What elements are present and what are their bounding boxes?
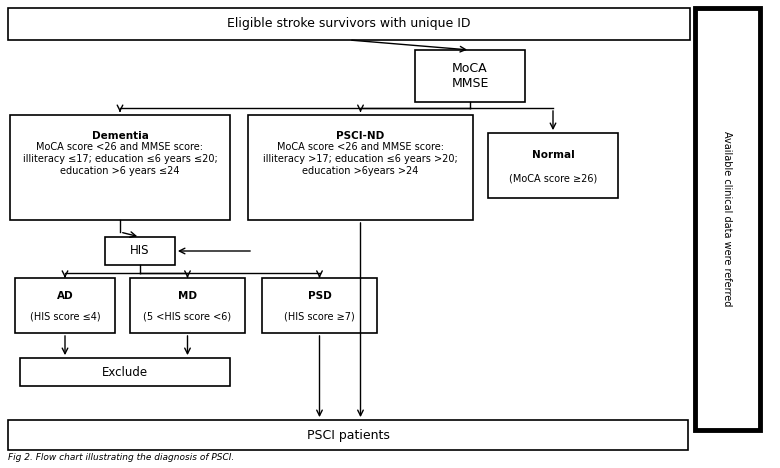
- Bar: [10, 115, 230, 220]
- Text: Eligible stroke survivors with unique ID: Eligible stroke survivors with unique ID: [227, 17, 471, 30]
- Text: PSD: PSD: [307, 292, 332, 301]
- Text: MoCA
MMSE: MoCA MMSE: [452, 62, 489, 90]
- Text: (HIS score ≥7): (HIS score ≥7): [284, 312, 355, 322]
- Text: (HIS score ≤4): (HIS score ≤4): [30, 312, 101, 322]
- Text: Fig 2. Flow chart illustrating the diagnosis of PSCI.: Fig 2. Flow chart illustrating the diagn…: [8, 453, 234, 462]
- Bar: [8, 8, 690, 40]
- Text: MD: MD: [178, 292, 197, 301]
- Bar: [488, 133, 618, 198]
- Text: Dementia: Dementia: [91, 131, 148, 141]
- Bar: [105, 237, 175, 265]
- Text: Available clinical data were referred: Available clinical data were referred: [722, 132, 732, 307]
- Text: PSCI patients: PSCI patients: [307, 429, 389, 441]
- Text: MoCA score <26 and MMSE score:
illiteracy ≤17; education ≤6 years ≤20;
education: MoCA score <26 and MMSE score: illiterac…: [23, 142, 218, 176]
- Text: (MoCA score ≥26): (MoCA score ≥26): [509, 174, 597, 183]
- Text: HIS: HIS: [130, 244, 150, 257]
- Text: Normal: Normal: [532, 150, 574, 160]
- Text: PSCI-ND: PSCI-ND: [336, 131, 385, 141]
- Bar: [695, 8, 760, 430]
- Bar: [262, 278, 377, 333]
- Text: (5 <HIS score <6): (5 <HIS score <6): [144, 312, 232, 322]
- Bar: [130, 278, 245, 333]
- Text: Exclude: Exclude: [102, 366, 148, 379]
- Text: MoCA score <26 and MMSE score:
illiteracy >17; education ≤6 years >20;
education: MoCA score <26 and MMSE score: illiterac…: [263, 142, 458, 176]
- Bar: [8, 420, 688, 450]
- Text: AD: AD: [57, 292, 73, 301]
- Bar: [15, 278, 115, 333]
- Bar: [20, 358, 230, 386]
- Bar: [415, 50, 525, 102]
- Bar: [248, 115, 473, 220]
